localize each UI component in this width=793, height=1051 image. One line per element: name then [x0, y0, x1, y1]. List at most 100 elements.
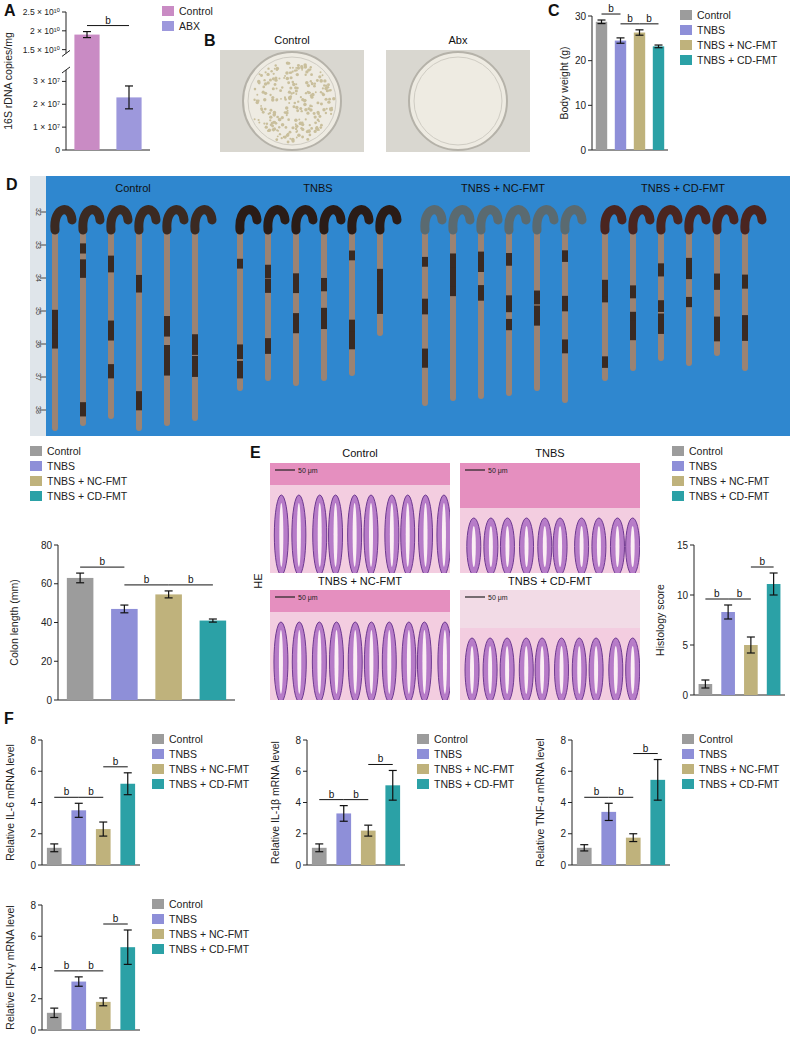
- ruler-label: 32: [35, 208, 42, 216]
- colony: [323, 79, 326, 82]
- figure: 01 × 10⁷2 × 10⁷3 × 10⁷1.5 × 10¹⁰2 × 10¹⁰…: [0, 0, 793, 1051]
- tick-label: 40: [41, 617, 53, 628]
- colony: [295, 128, 297, 130]
- legend-swatch: [672, 461, 684, 471]
- colony: [267, 68, 269, 70]
- legend-swatch: [682, 734, 694, 744]
- chart: 02468Relative TNF-α mRNA levelbbb: [534, 735, 670, 871]
- tick-label: 0: [30, 1025, 36, 1036]
- error-cap: [165, 590, 173, 591]
- tick: [38, 998, 42, 999]
- significance-label: b: [627, 13, 633, 24]
- error-stem: [657, 760, 658, 801]
- colony: [297, 134, 301, 138]
- error-bar: [340, 806, 348, 822]
- colony: [289, 86, 292, 89]
- error-cap: [99, 821, 107, 822]
- crypt-lumen: [353, 503, 357, 567]
- colony: [294, 118, 298, 122]
- error-cap: [75, 817, 83, 818]
- colony: [290, 95, 292, 97]
- crypt-lumen: [470, 646, 474, 694]
- colony: [295, 93, 297, 95]
- significance-label: b: [643, 743, 649, 754]
- tick-label: 5: [682, 640, 688, 651]
- y-axis: [66, 70, 67, 150]
- error-bar: [83, 32, 91, 38]
- error-cap: [655, 44, 663, 45]
- colony: [320, 102, 323, 105]
- colony: [253, 99, 255, 101]
- legend-swatch: [680, 40, 692, 50]
- colony: [305, 81, 308, 84]
- significance-label: b: [99, 556, 105, 567]
- colony: [296, 73, 299, 76]
- colon: [321, 228, 327, 378]
- colon-content: [686, 297, 692, 307]
- legend-swatch: [152, 779, 164, 789]
- error-cap: [654, 800, 662, 801]
- colony: [297, 64, 300, 67]
- error-stem: [584, 845, 585, 851]
- cecum: [689, 210, 706, 230]
- colony: [285, 106, 288, 109]
- crypt: [274, 622, 288, 700]
- plate: [243, 52, 341, 150]
- colony: [278, 78, 280, 80]
- crypt: [417, 622, 431, 700]
- axis-title: Body weight (g): [558, 47, 570, 120]
- crypt-lumen: [407, 630, 411, 694]
- tick-label: 8: [560, 735, 566, 746]
- colony: [276, 139, 278, 141]
- colony: [298, 119, 300, 121]
- legend-label: TNBS: [434, 748, 462, 760]
- tick: [568, 740, 572, 741]
- tick: [62, 127, 66, 128]
- crypt: [610, 518, 624, 573]
- crypt-lumen: [543, 526, 547, 567]
- colony: [296, 137, 298, 139]
- colony: [271, 98, 274, 101]
- colony: [281, 137, 283, 139]
- scale-bar-label: 50 μm: [488, 594, 508, 602]
- bar: [615, 41, 626, 150]
- bar: [634, 33, 645, 150]
- chart: 02468Relative IL-1β mRNA levelbbb: [269, 735, 405, 871]
- colon-content: [742, 315, 748, 326]
- crypt-lumen: [505, 646, 509, 694]
- crypt-lumen: [594, 646, 598, 694]
- colony: [301, 136, 304, 139]
- colony: [305, 92, 307, 94]
- legend: ControlTNBSTNBS + NC-FMTTNBS + CD-FMT: [152, 898, 250, 955]
- error-bar: [770, 573, 778, 595]
- ruler-label: 36: [35, 340, 42, 348]
- legend-label: Control: [47, 445, 81, 457]
- error-cap: [76, 572, 84, 573]
- crypt: [385, 495, 399, 573]
- colony: [290, 76, 293, 79]
- error-bar: [580, 845, 588, 851]
- legend-swatch: [152, 944, 164, 954]
- image-label: TNBS + CD-FMT: [508, 575, 592, 587]
- colon-content: [80, 243, 86, 253]
- colony: [313, 112, 316, 115]
- colony: [307, 130, 310, 133]
- legend-swatch: [162, 21, 174, 31]
- error-bar: [654, 760, 662, 801]
- colony: [300, 65, 303, 68]
- colon-content: [602, 280, 608, 297]
- colony: [261, 108, 264, 111]
- cecum: [565, 210, 582, 230]
- colony: [313, 85, 316, 88]
- photo-bg: [386, 50, 530, 152]
- crypt: [348, 622, 362, 700]
- colon-content: [450, 267, 456, 286]
- colon-content: [658, 300, 664, 312]
- image-label: Control: [115, 182, 150, 194]
- colony: [264, 108, 267, 111]
- legend: ControlTNBSTNBS + NC-FMTTNBS + CD-FMT: [672, 445, 770, 502]
- crypt: [401, 495, 415, 573]
- error-stem: [639, 30, 640, 35]
- colony: [280, 98, 282, 100]
- bars: [47, 773, 135, 865]
